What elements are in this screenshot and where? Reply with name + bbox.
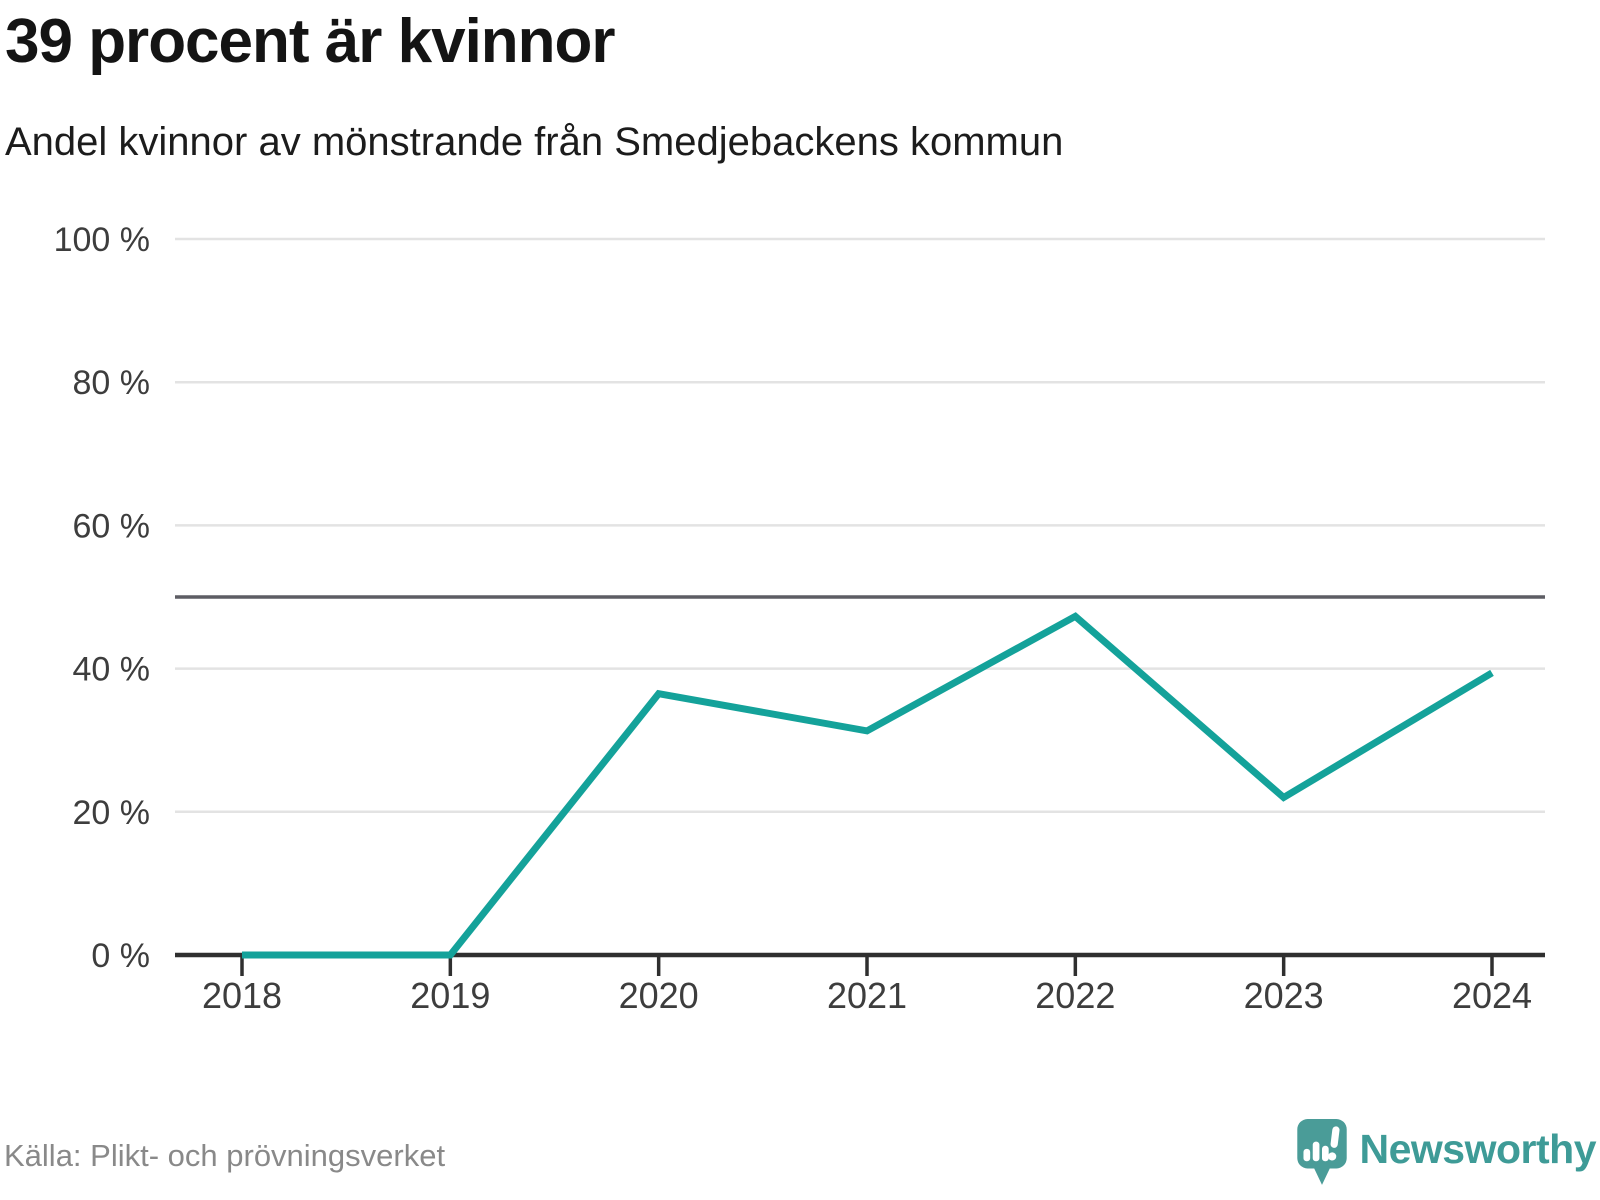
y-tick-label-20: 20 %: [73, 794, 151, 832]
newsworthy-bubble-chart-icon: [1296, 1119, 1347, 1185]
x-tick-label-2023: 2023: [1244, 975, 1324, 1016]
x-tick-label-2020: 2020: [619, 975, 699, 1016]
y-tick-label-100: 100 %: [54, 221, 150, 259]
chart-subtitle: Andel kvinnor av mönstrande från Smedjeb…: [5, 120, 1064, 164]
y-tick-label-60: 60 %: [73, 507, 151, 545]
source-note: Källa: Plikt- och prövningsverket: [4, 1138, 446, 1173]
x-tick-label-2018: 2018: [202, 975, 282, 1016]
x-tick-label-2019: 2019: [410, 975, 490, 1016]
x-tick-label-2024: 2024: [1452, 975, 1532, 1016]
newsworthy-logo: Newsworthy: [1296, 1118, 1597, 1188]
y-tick-label-80: 80 %: [73, 364, 151, 402]
x-tick-label-2021: 2021: [827, 975, 907, 1016]
y-tick-label-40: 40 %: [73, 651, 151, 689]
newsworthy-wordmark: Newsworthy: [1359, 1125, 1597, 1172]
page-title: 39 procent är kvinnor: [5, 7, 616, 76]
data-series-line: [242, 612, 1494, 959]
x-tick-label-2022: 2022: [1035, 975, 1115, 1016]
y-tick-label-0: 0 %: [91, 937, 150, 975]
